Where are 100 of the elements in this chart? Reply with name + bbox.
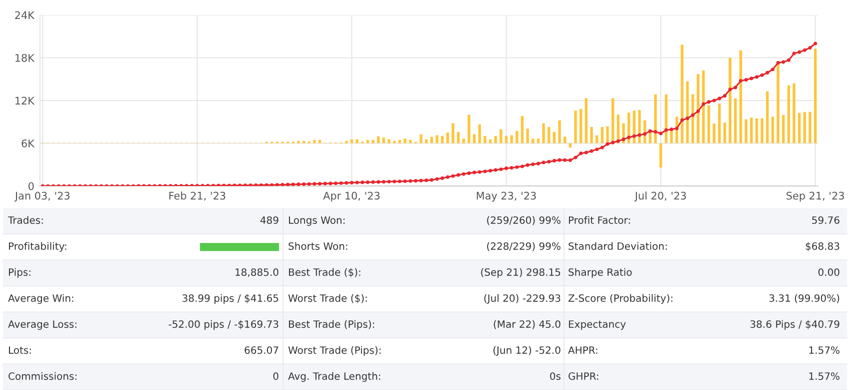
bar bbox=[468, 114, 470, 144]
bar bbox=[771, 116, 774, 144]
text: -52.00 pips / -$169.73 bbox=[168, 320, 278, 330]
text: Expectancy bbox=[568, 320, 626, 330]
bar bbox=[462, 138, 465, 144]
text: Best Trade ($): bbox=[288, 268, 360, 278]
bar bbox=[313, 140, 316, 144]
bar bbox=[440, 136, 444, 144]
text: 665.07 bbox=[244, 346, 278, 354]
bar bbox=[760, 118, 764, 144]
bar bbox=[420, 134, 422, 144]
text: (Jun 12) -52.0 bbox=[493, 346, 560, 356]
y-tick-label: 0 bbox=[28, 182, 34, 190]
text: $68.83 bbox=[806, 242, 840, 252]
bar bbox=[472, 134, 476, 144]
text: 38.99 pips / $41.65 bbox=[182, 294, 278, 304]
bar bbox=[702, 70, 705, 144]
bar bbox=[504, 136, 508, 144]
text: Z-Score (Probability): bbox=[568, 294, 672, 304]
bar bbox=[452, 123, 454, 144]
text: Profitability: bbox=[8, 242, 66, 252]
bar bbox=[350, 139, 354, 144]
x-tick-label: Jan 03, '23 bbox=[14, 192, 70, 202]
bar bbox=[600, 126, 604, 144]
bar bbox=[372, 140, 374, 144]
bar bbox=[574, 110, 577, 144]
bar bbox=[398, 140, 402, 144]
bar bbox=[564, 136, 566, 144]
x-tick-label: May 23, '23 bbox=[476, 192, 536, 202]
text: (Sep 21) 298.15 bbox=[481, 268, 560, 278]
bar bbox=[366, 140, 370, 144]
text: 3.31 (99.90%) bbox=[769, 294, 840, 304]
text: Sharpe Ratio bbox=[568, 268, 632, 278]
bar bbox=[425, 139, 428, 144]
y-tick-label: 24K bbox=[15, 11, 35, 19]
text: Average Win: bbox=[8, 294, 74, 304]
bar bbox=[520, 116, 524, 144]
bar bbox=[680, 44, 684, 144]
text: Best Trade (Pips): bbox=[288, 320, 374, 330]
bar bbox=[436, 135, 438, 144]
text: 0.00 bbox=[818, 268, 840, 276]
text: 0s bbox=[550, 372, 561, 380]
bar bbox=[734, 98, 737, 144]
bar bbox=[723, 122, 726, 144]
bar bbox=[388, 139, 390, 144]
bar bbox=[728, 58, 732, 144]
bar bbox=[776, 61, 780, 144]
text: Standard Deviation: bbox=[568, 242, 667, 250]
text: 18,885.0 bbox=[236, 268, 278, 277]
x-tick-label: Apr 10, '23 bbox=[323, 192, 380, 202]
bar bbox=[536, 138, 540, 144]
text: 1.57% bbox=[809, 346, 840, 354]
text: Longs Won: bbox=[288, 216, 345, 226]
text: 1.57% bbox=[809, 372, 840, 380]
text: Worst Trade ($): bbox=[288, 294, 367, 304]
text: Trades: bbox=[8, 216, 43, 224]
bar bbox=[345, 140, 348, 144]
bar bbox=[526, 128, 529, 144]
bar bbox=[712, 124, 716, 144]
text: GHPR: bbox=[568, 372, 598, 380]
bar bbox=[510, 135, 513, 144]
bar bbox=[488, 139, 492, 144]
bar bbox=[552, 132, 556, 144]
bar bbox=[808, 112, 812, 144]
bar bbox=[377, 136, 380, 144]
bar bbox=[558, 120, 561, 144]
bar bbox=[584, 98, 588, 144]
bar bbox=[718, 104, 721, 144]
text: 38.6 Pips / $40.79 bbox=[750, 320, 840, 330]
bar bbox=[638, 110, 641, 144]
bar bbox=[532, 138, 534, 144]
x-tick-label: Sep 21, '23 bbox=[786, 192, 844, 202]
bar bbox=[542, 123, 545, 144]
text: Commissions: bbox=[8, 372, 76, 380]
bar bbox=[318, 140, 322, 144]
text: AHPR: bbox=[568, 346, 598, 354]
bar bbox=[404, 138, 406, 144]
text: Profit Factor: bbox=[568, 216, 630, 224]
bar bbox=[393, 140, 396, 144]
bar bbox=[409, 140, 412, 144]
y-tick-label: 18K bbox=[16, 54, 35, 62]
bar bbox=[659, 143, 662, 168]
bar bbox=[782, 114, 785, 144]
bar bbox=[478, 124, 481, 144]
text: Worst Trade (Pips): bbox=[288, 346, 381, 356]
bar bbox=[500, 129, 502, 144]
text: Pips: bbox=[8, 268, 30, 278]
bar bbox=[590, 126, 593, 144]
text: Average Loss: bbox=[8, 320, 76, 330]
bar bbox=[596, 135, 598, 144]
text: Lots: bbox=[8, 346, 31, 354]
bar bbox=[787, 85, 790, 144]
bar bbox=[766, 91, 769, 144]
bar bbox=[456, 132, 460, 144]
bar bbox=[494, 136, 497, 144]
bar bbox=[686, 81, 689, 144]
bar bbox=[814, 48, 817, 144]
text: 0 bbox=[273, 372, 278, 380]
bar bbox=[798, 112, 801, 144]
text: (259/260) 99% bbox=[487, 216, 560, 226]
